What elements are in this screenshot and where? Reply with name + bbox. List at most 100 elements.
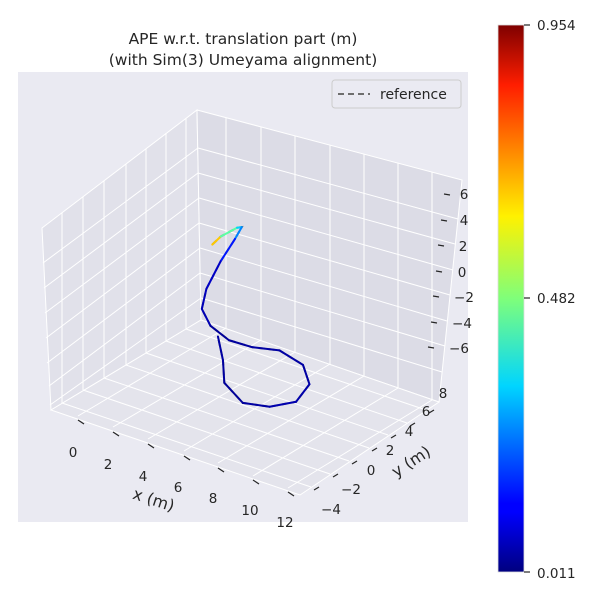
grid-line [199, 247, 448, 322]
grid-line [43, 172, 199, 289]
grid-line [103, 377, 350, 462]
y-tick-label: 2 [386, 443, 395, 459]
y-tick-mark [428, 409, 435, 414]
grid-line [77, 327, 227, 417]
grid-line [42, 147, 199, 264]
grid-line [287, 399, 433, 489]
grid-line [165, 340, 408, 424]
grid-line [200, 297, 443, 373]
z-tick-mark [432, 295, 440, 298]
z-tick-mark [427, 346, 435, 349]
z-tick-mark [430, 321, 438, 324]
trajectory-segment [200, 307, 212, 327]
z-tick-label: 2 [459, 239, 468, 255]
trajectory-segment [216, 335, 224, 362]
y-tick-mark [313, 486, 320, 491]
z-tick-mark [443, 193, 451, 196]
pane-floor [49, 319, 441, 496]
grid-line [183, 363, 331, 452]
trajectory-segment [295, 383, 311, 403]
x-tick-label: 10 [241, 503, 258, 519]
z-tick-mark [437, 244, 445, 247]
grid-line [145, 352, 389, 436]
grid-line [197, 147, 459, 220]
colorbar: 0.954 0.482 0.011 [497, 18, 576, 582]
y-tick-label: 8 [439, 386, 448, 402]
y-tick-labels: −4 −2 0 2 4 6 8 [321, 386, 447, 518]
grid-line [125, 364, 370, 449]
x-tick-mark [77, 419, 85, 425]
y-tick-label: −4 [321, 502, 341, 518]
chart-title-line2: (with Sim(3) Umeyama alignment) [109, 51, 378, 69]
y-tick-label: 4 [405, 424, 414, 440]
grid-line [61, 402, 312, 488]
z-tick-label: −2 [454, 290, 474, 306]
x-tick-label: 0 [69, 445, 78, 461]
trajectory-segment [228, 339, 254, 349]
grid-line [45, 222, 200, 339]
grid-line [48, 272, 201, 387]
grid-line [112, 339, 262, 428]
x-tick-label: 4 [139, 469, 148, 485]
y-tick-label: −2 [341, 482, 361, 498]
colorbar-tick-label-min: 0.011 [537, 566, 576, 582]
grid-line [147, 351, 296, 440]
trajectory-segment [209, 324, 231, 342]
y-tick-mark [409, 422, 416, 427]
trajectory-segment [221, 359, 226, 384]
trajectories [200, 225, 311, 408]
grid-line [252, 387, 399, 477]
trajectory-segment [219, 237, 237, 263]
z-tick-label: 0 [458, 265, 467, 281]
x-tick-label: 2 [104, 457, 113, 473]
y-tick-mark [390, 434, 397, 439]
x-tick-labels: 0 2 4 6 8 10 12 [69, 445, 294, 531]
x-tick-mark [217, 467, 225, 473]
trajectory-segment [251, 346, 281, 352]
x-tick-mark [183, 455, 191, 461]
trajectory-segment [205, 260, 222, 290]
y-tick-label: 6 [422, 404, 431, 420]
trajectory-segment [223, 381, 244, 404]
grid-lines [42, 118, 459, 489]
x-tick-mark [112, 431, 120, 437]
z-tick-label: 6 [460, 187, 469, 203]
z-tick-label: −6 [449, 341, 469, 357]
grid-line [185, 328, 427, 411]
estimated-trajectory [200, 226, 311, 408]
x-tick-mark [287, 491, 295, 497]
x-tick-label: 8 [209, 491, 218, 507]
grid-line [217, 375, 365, 464]
grid-line [49, 297, 202, 406]
tick-marks [77, 193, 451, 497]
y-tick-mark [332, 473, 339, 478]
x-tick-label: 12 [276, 515, 293, 531]
y-tick-mark [351, 460, 358, 465]
grid-line [199, 272, 446, 347]
grid-line [82, 389, 331, 475]
z-tick-mark [435, 270, 443, 273]
trajectory-segment [278, 349, 304, 366]
grid-line [198, 222, 451, 296]
x-tick-label: 6 [174, 480, 183, 496]
colorbar-gradient [498, 25, 524, 572]
trajectory-segment [241, 401, 271, 408]
grid-line [198, 197, 454, 271]
z-tick-label: −4 [452, 316, 472, 332]
grid-line [197, 172, 456, 245]
trajectory-segment [211, 235, 222, 246]
trajectory-segment [200, 287, 208, 310]
trajectory-segment [234, 226, 243, 240]
colorbar-tick-label-max: 0.954 [537, 18, 576, 34]
trajectory-segment [301, 363, 311, 386]
z-tick-labels: 6 4 2 0 −2 −4 −6 [449, 187, 474, 357]
legend-label: reference [380, 87, 447, 103]
grid-line [44, 197, 200, 314]
colorbar-tick-label-mid: 0.482 [537, 291, 576, 307]
x-tick-mark [147, 443, 155, 449]
legend-box [331, 79, 462, 109]
legend: reference [331, 79, 462, 109]
trajectory-segment [219, 226, 238, 238]
z-tick-label: 4 [460, 213, 469, 229]
